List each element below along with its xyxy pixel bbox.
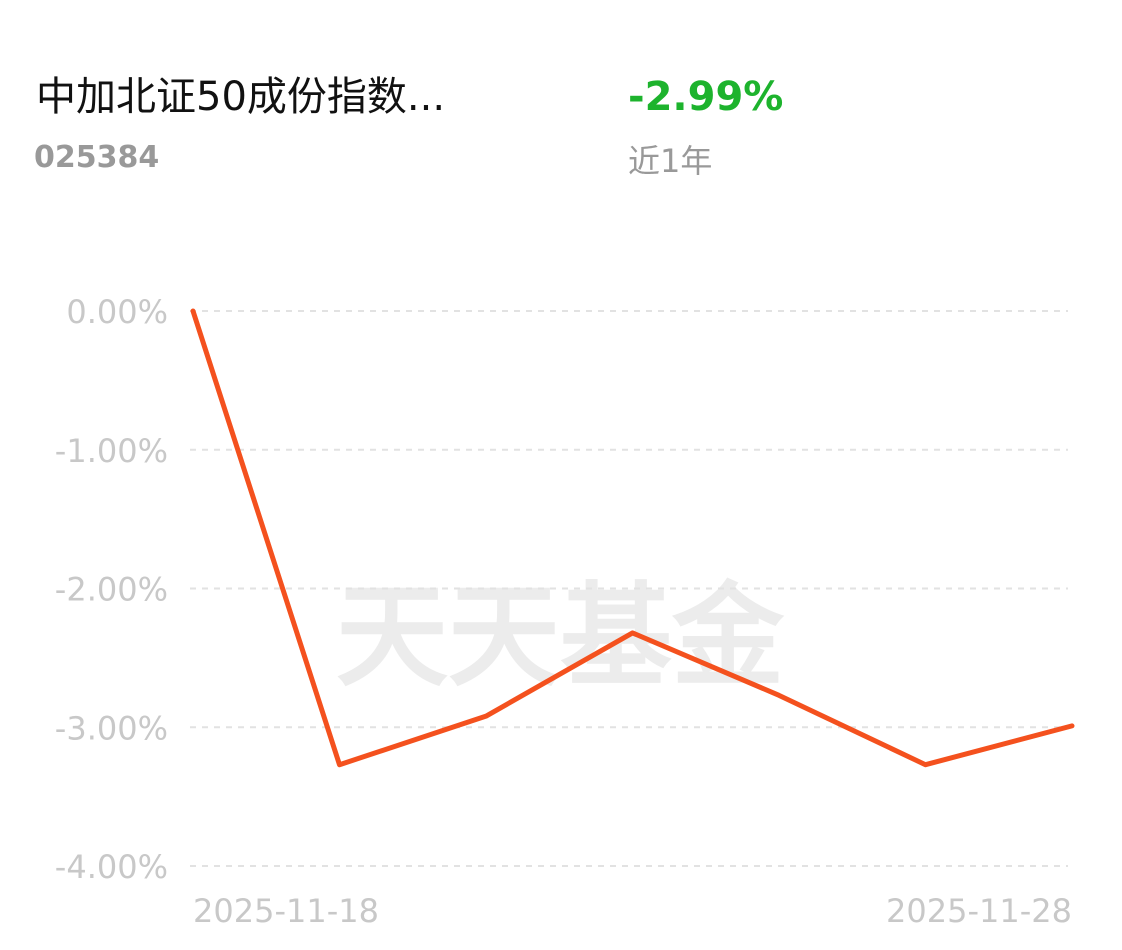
y-tick-label: 0.00% (66, 293, 168, 331)
y-tick-label: -1.00% (55, 432, 168, 470)
fund-code: 025384 (34, 140, 159, 175)
fund-return: -2.99% (628, 74, 783, 120)
return-period: 近1年 (628, 142, 712, 180)
y-tick-label: -2.00% (55, 571, 168, 609)
fund-title: 中加北证50成份指数... (36, 74, 445, 120)
x-tick-label: 2025-11-18 (193, 892, 379, 930)
y-tick-label: -4.00% (55, 848, 168, 886)
y-tick-label: -3.00% (55, 709, 168, 747)
x-tick-label: 2025-11-28 (886, 892, 1072, 930)
watermark: 天天基金 (336, 571, 785, 702)
line (190, 308, 1075, 768)
